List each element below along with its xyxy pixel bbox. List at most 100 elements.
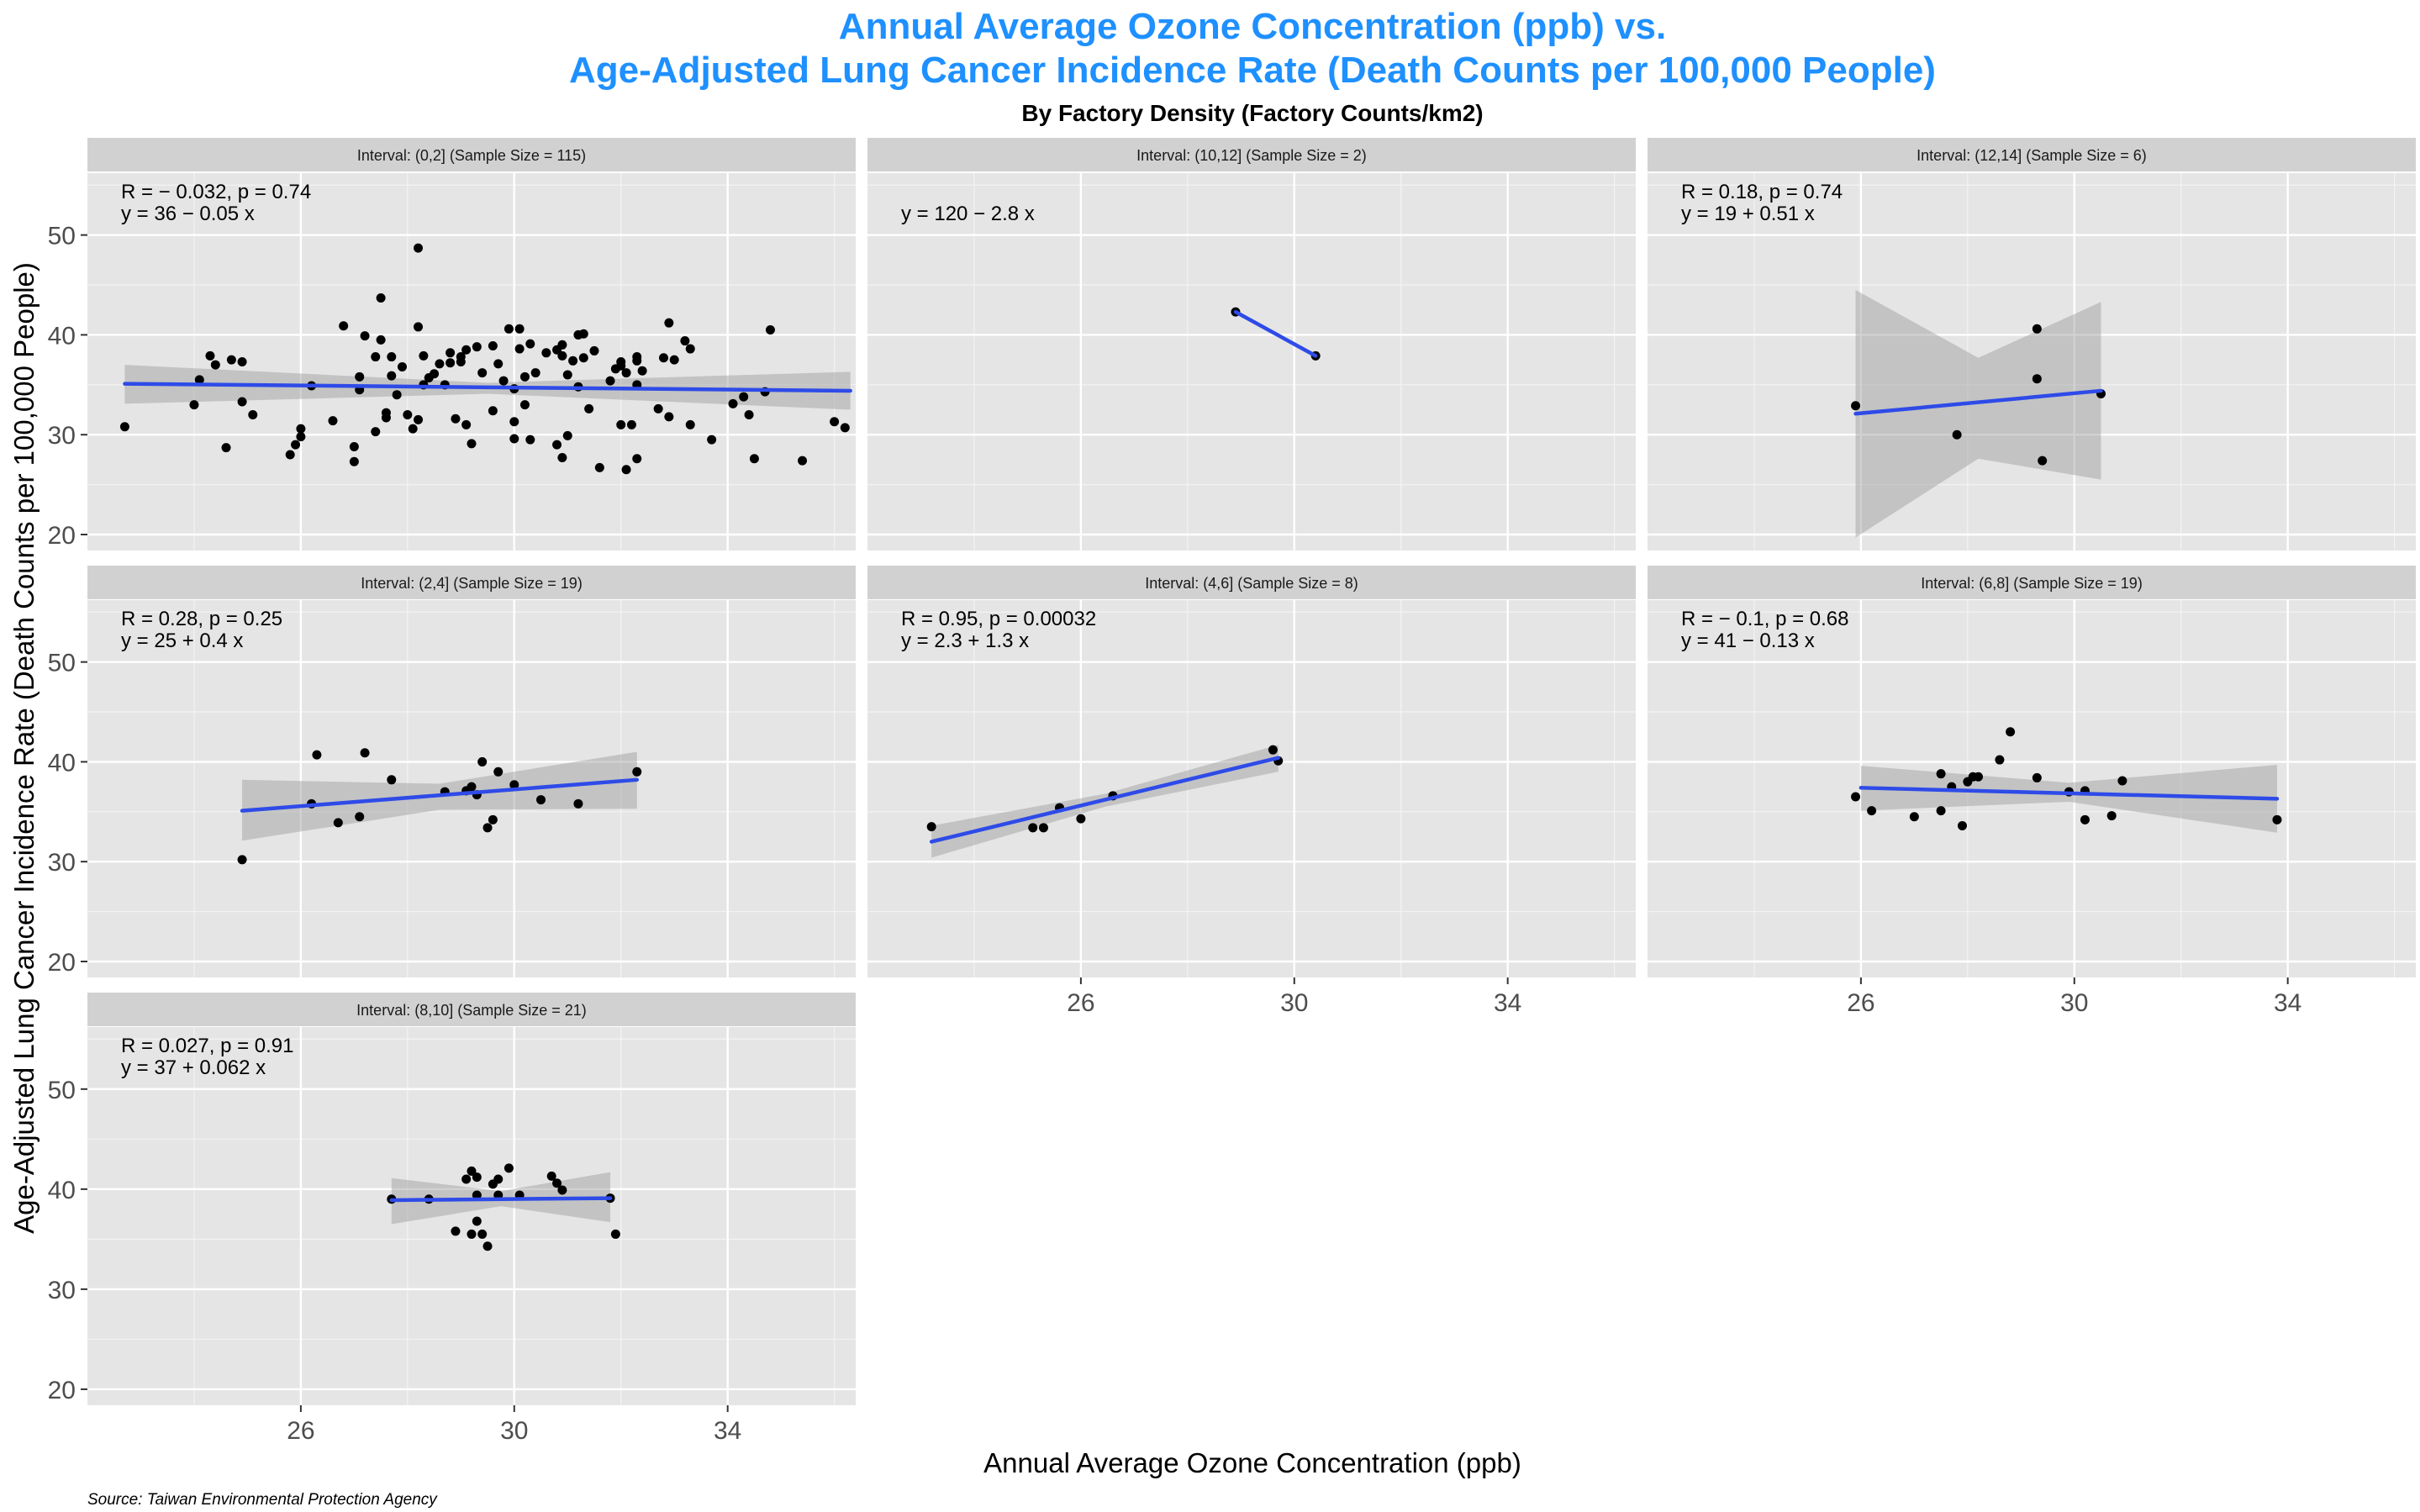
facet-panel: Interval: (6,8] (Sample Size = 19) R = − … (1648, 566, 2416, 1017)
y-tick-label: 30 (48, 422, 76, 450)
data-point (237, 397, 247, 407)
data-point (1974, 772, 1984, 782)
x-tick-label: 34 (714, 1417, 741, 1445)
data-point (403, 409, 413, 419)
data-point (1851, 401, 1861, 411)
regression-line (1233, 309, 1318, 358)
y-axis-label: Age-Adjusted Lung Cancer Incidence Rate … (8, 262, 40, 1234)
data-point (488, 814, 498, 824)
facet-strip (1648, 138, 2416, 171)
data-point (285, 450, 295, 460)
data-point (728, 398, 738, 408)
data-point (333, 818, 343, 828)
facet-strip-label: Interval: (2,4] (Sample Size = 19) (361, 575, 583, 592)
facet-panel: Interval: (4,6] (Sample Size = 8) R = 0.9… (867, 566, 1636, 1017)
data-point (482, 823, 493, 833)
data-point (1936, 769, 1946, 779)
regression-line (1853, 388, 2103, 416)
y-tick-label: 20 (48, 1377, 76, 1404)
data-point (509, 434, 519, 444)
data-point (557, 1185, 567, 1195)
facet-strip (87, 993, 856, 1026)
regression-line (1858, 786, 2280, 801)
data-point (221, 443, 231, 453)
data-point (605, 376, 615, 386)
data-point (237, 855, 247, 865)
data-point (451, 1226, 461, 1236)
correlation-label: R = 0.28, p = 0.25 (121, 608, 282, 630)
data-point (194, 375, 204, 385)
data-point (632, 767, 642, 777)
chart-title-line-1: Annual Average Ozone Concentration (ppb)… (839, 6, 1666, 47)
data-point (680, 336, 690, 346)
data-point (467, 782, 477, 792)
data-point (461, 345, 472, 355)
data-point (552, 1178, 562, 1188)
data-point (477, 756, 488, 767)
data-point (621, 368, 631, 378)
data-point (1909, 812, 1919, 822)
data-point (414, 414, 424, 424)
data-point (557, 340, 567, 350)
regression-equation-label: y = 36 − 0.05 x (121, 203, 255, 225)
data-point (467, 1166, 477, 1176)
data-point (312, 750, 322, 760)
x-tick-label: 26 (1067, 989, 1094, 1017)
regression-line (240, 777, 640, 813)
x-axis-label: Annual Average Ozone Concentration (ppb) (983, 1447, 1521, 1478)
data-point (435, 359, 445, 369)
data-point (519, 371, 530, 382)
data-point (355, 812, 365, 822)
x-tick-label: 34 (1494, 989, 1521, 1017)
facet-strip (1648, 566, 2416, 599)
data-point (664, 318, 674, 328)
data-point (376, 292, 386, 303)
data-point (349, 441, 359, 451)
y-tick-label: 30 (48, 849, 76, 877)
data-point (514, 344, 525, 354)
regression-line (123, 382, 852, 393)
y-tick-label: 20 (48, 949, 76, 977)
facet-panel: Interval: (10,12] (Sample Size = 2) y = 1… (867, 138, 1636, 551)
data-point (1028, 823, 1038, 833)
data-point (519, 400, 530, 410)
data-point (119, 422, 129, 432)
data-point (2272, 814, 2282, 824)
data-point (504, 1163, 514, 1173)
y-tick-label: 30 (48, 1277, 76, 1304)
data-point (616, 357, 626, 366)
data-point (552, 440, 562, 450)
data-point (488, 406, 498, 416)
x-tick-label: 30 (2060, 989, 2088, 1017)
correlation-label: R = 0.18, p = 0.74 (1681, 181, 1843, 203)
data-point (2006, 727, 2016, 737)
facet-strip-label: Interval: (4,6] (Sample Size = 8) (1145, 575, 1358, 592)
facet-strip (87, 566, 856, 599)
regression-equation-label: y = 37 + 0.062 x (121, 1056, 266, 1079)
data-point (189, 400, 199, 410)
data-point (573, 798, 583, 809)
data-point (1957, 820, 1967, 830)
correlation-label: R = − 0.1, p = 0.68 (1681, 608, 1848, 630)
data-point (472, 1216, 482, 1226)
regression-equation-label: y = 120 − 2.8 x (901, 203, 1035, 225)
x-tick-label: 34 (2274, 989, 2301, 1017)
regression-equation-label: y = 41 − 0.13 x (1681, 630, 1815, 652)
regression-line (929, 756, 1280, 844)
data-point (1867, 806, 1877, 816)
data-point (477, 1229, 488, 1239)
data-point (456, 357, 466, 366)
data-point (392, 390, 402, 400)
correlation-label: R = 0.027, p = 0.91 (121, 1035, 294, 1057)
y-tick-label: 50 (48, 650, 76, 677)
data-point (525, 339, 535, 349)
data-point (414, 322, 424, 332)
facet-strip-label: Interval: (6,8] (Sample Size = 19) (1921, 575, 2143, 592)
data-point (482, 1241, 493, 1251)
data-point (525, 435, 535, 445)
facet-strip (87, 138, 856, 171)
source-caption: Source: Taiwan Environmental Protection … (87, 1491, 438, 1509)
data-point (739, 392, 749, 402)
data-point (578, 353, 588, 363)
data-point (1268, 745, 1278, 755)
